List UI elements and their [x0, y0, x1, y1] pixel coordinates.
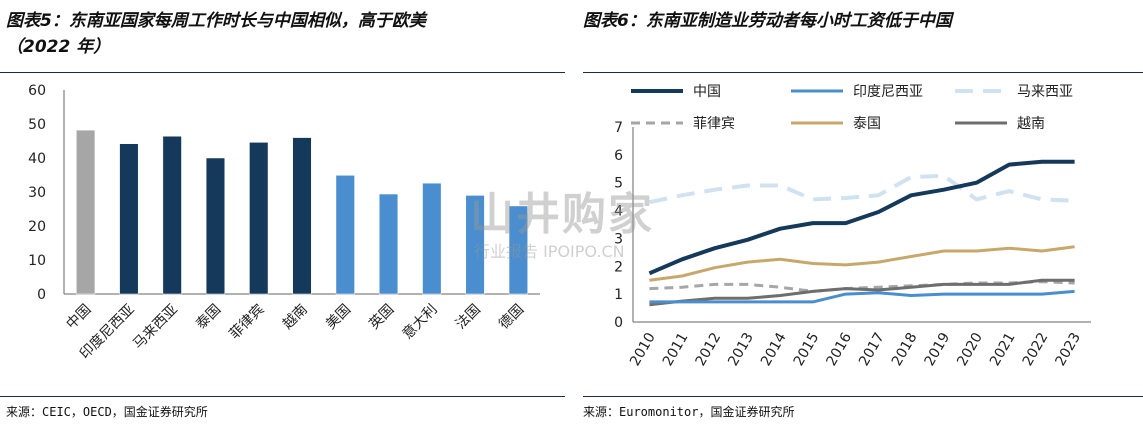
- line-x-tick-label: 2018: [889, 330, 921, 369]
- line-x-tick-label: 2017: [856, 330, 888, 369]
- left-panel: 图表5：东南亚国家每周工作时长与中国相似，高于欧美 （2022 年） 0 10 20…: [0, 0, 565, 434]
- line-y-tick-label: 1: [614, 287, 623, 303]
- line-x-tick-label: 2013: [725, 330, 757, 369]
- bar: [119, 143, 139, 295]
- bar: [465, 195, 485, 295]
- legend-label: 中国: [693, 84, 721, 100]
- line-x-tick-label: 2011: [660, 330, 692, 369]
- right-source: 来源：Euromonitor，国金证券研究所: [583, 405, 795, 419]
- bar: [249, 142, 269, 295]
- line-y-tick-label: 5: [614, 176, 623, 192]
- bar-x-tick-label: 菲律宾: [227, 302, 268, 343]
- bar-x-tick-label: 马来西亚: [130, 302, 181, 353]
- line-x-tick-label: 2012: [693, 330, 725, 369]
- left-chart-title: 图表5：东南亚国家每周工作时长与中国相似，高于欧美 （2022 年）: [6, 8, 426, 60]
- left-title-line2: （2022 年）: [6, 37, 111, 57]
- series-line: [649, 278, 1075, 307]
- bar-y-tick-label: 40: [28, 151, 46, 167]
- right-top-rule: [583, 72, 1143, 73]
- series-line: [649, 245, 1075, 282]
- left-title-line1: 图表5：东南亚国家每周工作时长与中国相似，高于欧美: [6, 11, 426, 31]
- bar-x-tick-label: 泰国: [193, 302, 224, 333]
- line-y-tick-label: 7: [614, 120, 623, 136]
- bar-y-tick-label: 30: [28, 185, 46, 201]
- bar: [205, 157, 226, 295]
- line-x-tick-label: 2023: [1052, 330, 1084, 369]
- line-y-tick-label: 2: [614, 259, 623, 275]
- bar-y-tick-label: 0: [37, 287, 46, 303]
- series-line: [648, 173, 1075, 205]
- right-chart-title: 图表6：东南亚制造业劳动者每小时工资低于中国: [583, 11, 952, 31]
- line-y-tick-label: 3: [614, 231, 623, 247]
- right-bottom-rule: [583, 396, 1143, 397]
- series-line: [648, 159, 1075, 276]
- legend-label: 越南: [1017, 116, 1045, 132]
- bar: [76, 129, 96, 295]
- line-x-tick-label: 2014: [758, 330, 790, 369]
- bar: [162, 135, 182, 295]
- legend-label: 泰国: [853, 116, 881, 132]
- bar: [292, 137, 312, 295]
- legend-label: 马来西亚: [1017, 84, 1073, 100]
- bar-x-tick-label: 德国: [496, 302, 527, 333]
- line-x-tick-label: 2021: [987, 330, 1019, 369]
- bar-y-tick-label: 60: [28, 83, 46, 99]
- line-y-tick-label: 4: [614, 204, 623, 220]
- line-x-tick-label: 2015: [791, 330, 823, 369]
- line-x-tick-label: 2022: [1020, 330, 1052, 369]
- line-x-tick-label: 2019: [922, 330, 954, 369]
- line-y-tick-label: 0: [614, 315, 623, 331]
- line-x-tick-label: 2010: [627, 330, 659, 369]
- bar-x-tick-label: 意大利: [399, 301, 441, 343]
- bar-x-tick-label: 越南: [280, 302, 311, 333]
- bar-x-tick-label: 美国: [323, 302, 354, 333]
- bar-y-tick-label: 50: [28, 117, 46, 133]
- bar-x-tick-label: 中国: [63, 302, 94, 333]
- line-x-tick-label: 2020: [954, 330, 986, 369]
- left-top-rule: [0, 72, 565, 73]
- bar: [335, 175, 355, 295]
- series-line: [649, 289, 1075, 304]
- line-y-tick-label: 6: [614, 148, 623, 164]
- bar: [508, 205, 528, 295]
- bar: [422, 182, 442, 295]
- legend-label: 印度尼西亚: [853, 84, 923, 100]
- bar-y-tick-label: 10: [28, 253, 46, 269]
- right-panel: 图表6：东南亚制造业劳动者每小时工资低于中国 中国 印度尼西亚 马来西亚菲律宾 泰国 越…: [583, 0, 1143, 434]
- bar-x-tick-label: 法国: [453, 302, 484, 333]
- bar-y-tick-label: 20: [28, 219, 46, 235]
- legend-label: 菲律宾: [693, 116, 735, 132]
- bar-x-tick-label: 英国: [366, 301, 398, 333]
- bar: [378, 193, 399, 295]
- line-x-tick-label: 2016: [823, 330, 855, 369]
- left-source: 来源：CEIC，OECD，国金证券研究所: [6, 405, 208, 419]
- left-bottom-rule: [0, 396, 565, 397]
